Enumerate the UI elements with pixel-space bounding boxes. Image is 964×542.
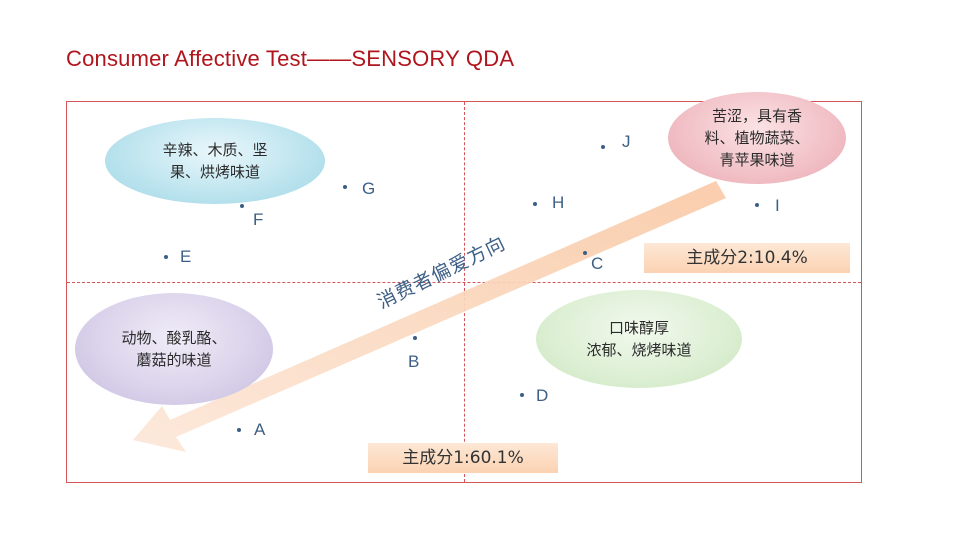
- sample-label-e: E: [180, 247, 192, 266]
- page-title: Consumer Affective Test——SENSORY QDA: [66, 46, 515, 71]
- sample-point-e: [164, 255, 168, 259]
- sample-label-f: F: [253, 210, 264, 229]
- attribute-group-upper-left: 辛辣、木质、坚 果、烘烤味道: [105, 118, 325, 204]
- sample-point-a: [237, 428, 241, 432]
- sample-point-f: [240, 204, 244, 208]
- sample-point-j: [601, 145, 605, 149]
- attribute-group-upper-right: 苦涩，具有香 料、植物蔬菜、 青苹果味道: [668, 92, 846, 184]
- sample-label-h: H: [552, 193, 565, 212]
- sample-label-c: C: [591, 254, 604, 273]
- plot-frame: [66, 101, 862, 483]
- principal-component-2-label: 主成分2:10.4%: [644, 243, 850, 273]
- sample-label-j: J: [622, 132, 631, 151]
- sample-point-c: [583, 251, 587, 255]
- attribute-group-lower-right: 口味醇厚 浓郁、烧烤味道: [536, 290, 742, 388]
- sample-point-g: [343, 185, 347, 189]
- horizontal-axis-divider: [67, 282, 861, 283]
- sample-label-i: I: [775, 196, 780, 215]
- sample-label-g: G: [362, 179, 376, 198]
- principal-component-1-label: 主成分1:60.1%: [368, 443, 558, 473]
- sample-label-d: D: [536, 386, 549, 405]
- sample-label-a: A: [254, 420, 266, 439]
- sample-point-h: [533, 202, 537, 206]
- sample-label-b: B: [408, 352, 420, 371]
- sample-point-d: [520, 393, 524, 397]
- attribute-group-lower-left: 动物、酸乳酪、 蘑菇的味道: [75, 293, 273, 405]
- sample-point-b: [413, 336, 417, 340]
- sample-point-i: [755, 203, 759, 207]
